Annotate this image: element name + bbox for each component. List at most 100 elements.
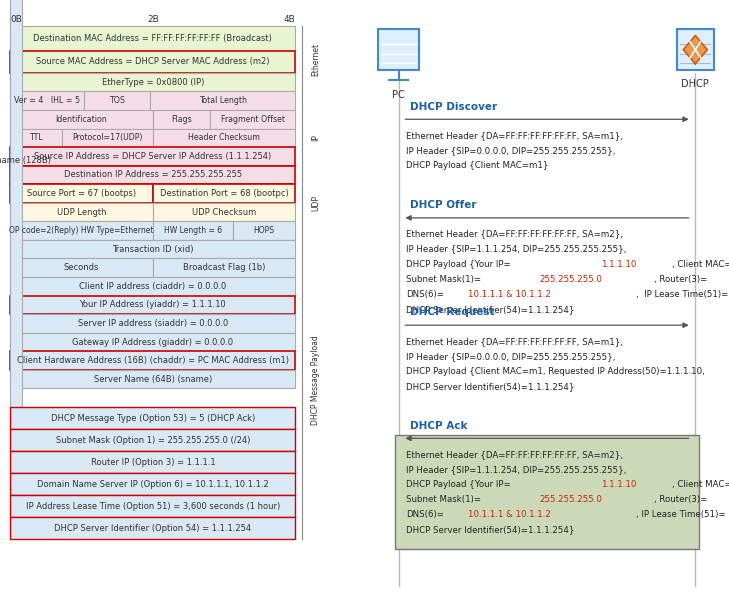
Bar — [10, 451, 295, 473]
Bar — [233, 221, 295, 240]
Text: DHCP Offer: DHCP Offer — [410, 200, 477, 210]
Text: Client IP address (ciaddr) = 0.0.0.0: Client IP address (ciaddr) = 0.0.0.0 — [79, 282, 227, 291]
Text: Source Port = 67 (bootps): Source Port = 67 (bootps) — [27, 189, 136, 198]
Bar — [10, 370, 295, 389]
Text: Ethernet Header {DA=FF:FF:FF:FF:FF:FF, SA=m1},: Ethernet Header {DA=FF:FF:FF:FF:FF:FF, S… — [406, 131, 623, 140]
Text: UDP: UDP — [311, 195, 320, 211]
Text: IP Header {SIP=0.0.0.0, DIP=255.255.255.255},: IP Header {SIP=0.0.0.0, DIP=255.255.255.… — [406, 352, 615, 361]
Text: 255.255.255.0: 255.255.255.0 — [539, 274, 601, 283]
Text: Server Name (64B) (sname): Server Name (64B) (sname) — [94, 374, 212, 384]
Text: HOPS: HOPS — [254, 226, 275, 235]
Text: Server IP address (siaddr) = 0.0.0.0: Server IP address (siaddr) = 0.0.0.0 — [78, 319, 228, 328]
Text: PC: PC — [392, 90, 405, 100]
Bar — [153, 110, 210, 129]
Bar — [10, 26, 295, 51]
Bar — [62, 129, 153, 147]
Text: DHCP: DHCP — [682, 79, 709, 89]
Text: DHCP Server Identifier(54)=1.1.1.254}: DHCP Server Identifier(54)=1.1.1.254} — [406, 525, 574, 535]
Text: UDP Checksum: UDP Checksum — [192, 208, 257, 216]
Text: Ethernet Header {DA=FF:FF:FF:FF:FF:FF, SA=m2},: Ethernet Header {DA=FF:FF:FF:FF:FF:FF, S… — [406, 450, 623, 459]
Text: TOS: TOS — [109, 96, 125, 105]
Text: OP code=2(Reply) HW Type=Ethernet: OP code=2(Reply) HW Type=Ethernet — [9, 226, 154, 235]
Text: HW Length = 6: HW Length = 6 — [164, 226, 222, 235]
Bar — [10, 91, 85, 110]
Bar — [10, 110, 153, 129]
Text: Destination MAC Address = FF:FF:FF:FF:FF:FF (Broadcast): Destination MAC Address = FF:FF:FF:FF:FF… — [34, 34, 273, 43]
Text: Ver = 4   IHL = 5: Ver = 4 IHL = 5 — [15, 96, 80, 105]
Bar — [10, 184, 153, 203]
Bar — [153, 258, 295, 277]
Bar — [10, 407, 295, 429]
Text: DHCP Discover: DHCP Discover — [410, 102, 497, 111]
Text: Identification: Identification — [55, 115, 107, 124]
Text: 10.1.1.1 & 10.1.1.2: 10.1.1.1 & 10.1.1.2 — [468, 510, 551, 519]
Text: Source IP Address = DHCP Server IP Address (1.1.1.254): Source IP Address = DHCP Server IP Addre… — [34, 152, 271, 161]
Bar — [150, 91, 295, 110]
Text: Subnet Mask (Option 1) = 255.255.255.0 (/24): Subnet Mask (Option 1) = 255.255.255.0 (… — [55, 435, 250, 444]
Bar — [10, 129, 62, 147]
Bar — [10, 203, 153, 221]
Text: IP Address Lease Time (Option 51) = 3,600 seconds (1 hour): IP Address Lease Time (Option 51) = 3,60… — [26, 502, 280, 511]
Text: Subnet Mask(1)=: Subnet Mask(1)= — [406, 495, 481, 504]
Text: DHCP Ack: DHCP Ack — [410, 420, 467, 431]
Text: Router IP (Option 3) = 1.1.1.1: Router IP (Option 3) = 1.1.1.1 — [90, 457, 215, 466]
Text: DHCP Server Identifier(54)=1.1.1.254}: DHCP Server Identifier(54)=1.1.1.254} — [406, 305, 574, 314]
Bar — [677, 29, 714, 70]
Bar — [10, 258, 153, 277]
Bar — [10, 51, 295, 73]
Bar — [10, 277, 295, 295]
Text: DNS(6)=: DNS(6)= — [406, 290, 444, 299]
Bar — [10, 295, 295, 314]
Bar — [378, 29, 419, 70]
Bar — [10, 221, 153, 240]
Text: Destination Port = 68 (bootpc): Destination Port = 68 (bootpc) — [160, 189, 289, 198]
Text: Subnet Mask(1)=: Subnet Mask(1)= — [406, 274, 481, 283]
Text: Ethernet: Ethernet — [311, 42, 320, 75]
Text: 255.255.255.0: 255.255.255.0 — [539, 495, 601, 504]
Text: DHCP Message Payload: DHCP Message Payload — [311, 335, 320, 425]
Text: UDP Length: UDP Length — [57, 208, 106, 216]
Bar — [153, 129, 295, 147]
Text: DHCP Payload {Your IP=: DHCP Payload {Your IP= — [406, 480, 511, 489]
Text: Client Hardware Address (16B) (chaddr) = PC MAC Address (m1): Client Hardware Address (16B) (chaddr) =… — [17, 356, 289, 365]
Text: 4B: 4B — [284, 14, 295, 23]
Text: Fragment Offset: Fragment Offset — [221, 115, 284, 124]
Text: , Router(3)=: , Router(3)= — [654, 495, 707, 504]
Bar — [10, 517, 295, 539]
Bar — [10, 166, 295, 184]
Text: 1.1.1.10: 1.1.1.10 — [601, 260, 636, 269]
Bar — [10, 332, 295, 351]
Text: Source MAC Address = DHCP Server MAC Address (m2): Source MAC Address = DHCP Server MAC Add… — [36, 57, 270, 66]
Text: IP Header {SIP=1.1.1.254, DIP=255.255.255.255},: IP Header {SIP=1.1.1.254, DIP=255.255.25… — [406, 245, 627, 254]
Bar — [85, 91, 150, 110]
Text: Filename (128B): Filename (128B) — [0, 156, 51, 165]
Text: DHCP Message Type (Option 53) = 5 (DHCP Ack): DHCP Message Type (Option 53) = 5 (DHCP … — [51, 413, 255, 423]
Text: DHCP Request: DHCP Request — [410, 307, 494, 318]
Text: Ethernet Header {DA=FF:FF:FF:FF:FF:FF, SA=m2},: Ethernet Header {DA=FF:FF:FF:FF:FF:FF, S… — [406, 230, 623, 239]
Text: , Client MAC=m1,: , Client MAC=m1, — [671, 260, 729, 269]
Text: Destination IP Address = 255.255.255.255: Destination IP Address = 255.255.255.255 — [64, 170, 242, 179]
Text: DNS(6)=: DNS(6)= — [406, 510, 444, 519]
Text: Broadcast Flag (1b): Broadcast Flag (1b) — [183, 263, 265, 272]
Text: IP Header {SIP=0.0.0.0, DIP=255.255.255.255},: IP Header {SIP=0.0.0.0, DIP=255.255.255.… — [406, 146, 615, 155]
Bar — [10, 429, 295, 451]
Text: , Router(3)=: , Router(3)= — [654, 274, 707, 283]
Bar — [10, 73, 295, 91]
Text: Transaction ID (xid): Transaction ID (xid) — [112, 245, 194, 254]
Polygon shape — [683, 35, 707, 64]
Text: ,  IP Lease Time(51)=: , IP Lease Time(51)= — [636, 290, 728, 299]
Text: , Client MAC=m1,: , Client MAC=m1, — [671, 480, 729, 489]
Text: 2B: 2B — [147, 14, 159, 23]
Text: IP: IP — [311, 135, 320, 141]
Text: Protocol=17(UDP): Protocol=17(UDP) — [72, 133, 142, 142]
Text: Total Length: Total Length — [199, 96, 246, 105]
Bar — [10, 147, 295, 166]
Text: DHCP Payload {Client MAC=m1, Requested IP Address(50)=1.1.1.10,: DHCP Payload {Client MAC=m1, Requested I… — [406, 367, 705, 376]
Text: DHCP Server Identifier(54)=1.1.1.254}: DHCP Server Identifier(54)=1.1.1.254} — [406, 382, 574, 391]
Bar — [395, 435, 699, 549]
Text: 1.1.1.10: 1.1.1.10 — [601, 480, 636, 489]
Text: DHCP Payload {Client MAC=m1}: DHCP Payload {Client MAC=m1} — [406, 161, 549, 170]
Bar — [153, 203, 295, 221]
Bar — [10, 0, 22, 407]
Text: DHCP Server Identifier (Option 54) = 1.1.1.254: DHCP Server Identifier (Option 54) = 1.1… — [54, 524, 252, 533]
